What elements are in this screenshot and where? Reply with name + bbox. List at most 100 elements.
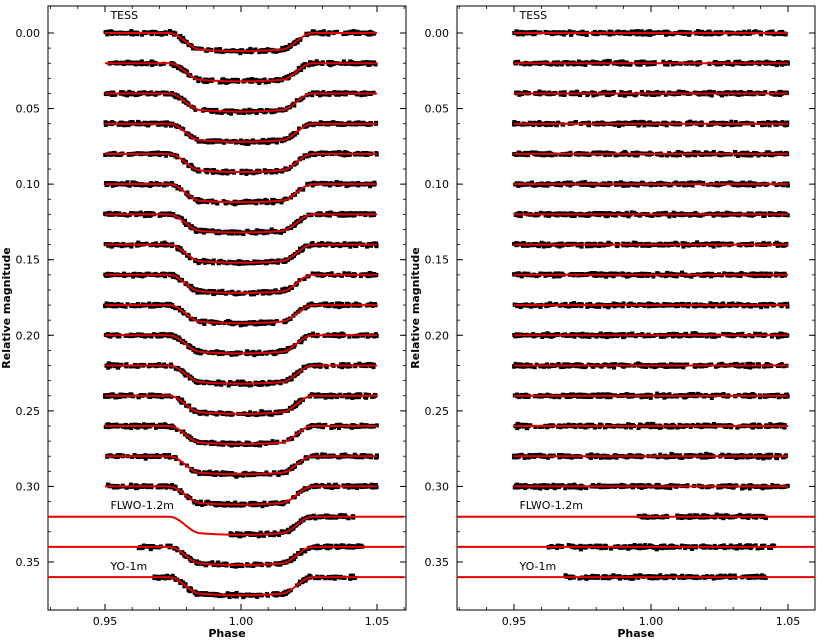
data-point xyxy=(319,150,324,155)
data-point xyxy=(193,349,198,354)
data-point xyxy=(325,543,330,548)
y-tick-label: 0.30 xyxy=(16,480,41,493)
data-point xyxy=(183,373,188,378)
data-point xyxy=(176,335,181,340)
model-line xyxy=(105,273,377,294)
data-point xyxy=(129,422,134,427)
data-point xyxy=(114,304,119,309)
data-point xyxy=(256,289,261,294)
data-point xyxy=(276,472,281,477)
data-point xyxy=(262,77,267,82)
data-point xyxy=(357,455,362,460)
data-point xyxy=(177,308,182,313)
data-point xyxy=(272,109,277,114)
data-point xyxy=(211,321,216,326)
data-point xyxy=(270,412,275,417)
data-point xyxy=(352,334,357,339)
data-point xyxy=(348,29,353,34)
data-point xyxy=(209,439,214,444)
data-point xyxy=(135,486,140,491)
data-point xyxy=(211,258,216,263)
y-tick-label: 0.25 xyxy=(425,405,450,418)
data-point xyxy=(362,453,367,458)
data-point xyxy=(196,139,201,144)
data-point xyxy=(129,29,134,34)
data-point xyxy=(118,392,123,397)
data-point xyxy=(260,504,265,509)
data-point xyxy=(347,271,352,276)
data-point xyxy=(194,592,199,597)
data-point xyxy=(262,231,267,236)
data-point xyxy=(352,452,357,457)
data-point xyxy=(151,422,156,427)
data-point xyxy=(219,258,224,263)
data-series xyxy=(48,513,405,539)
data-point xyxy=(219,382,224,387)
data-point xyxy=(162,453,167,458)
data-point xyxy=(135,301,140,306)
data-point xyxy=(264,201,269,206)
data-point xyxy=(252,501,257,506)
data-point xyxy=(367,62,372,67)
data-point xyxy=(185,190,190,195)
y-tick-label: 0.25 xyxy=(16,405,41,418)
data-point xyxy=(301,364,306,369)
data-point xyxy=(274,140,279,145)
data-point xyxy=(346,152,351,157)
data-series xyxy=(103,149,379,176)
data-point xyxy=(282,286,287,291)
data-point xyxy=(251,171,256,176)
data-point xyxy=(217,501,222,506)
data-series xyxy=(103,119,379,146)
y-tick-label: 0.10 xyxy=(16,178,41,191)
data-point xyxy=(234,292,239,297)
model-line xyxy=(105,334,377,355)
data-point xyxy=(282,75,287,80)
data-point xyxy=(342,271,347,276)
x-tick-label: 1.05 xyxy=(776,615,801,628)
model-line xyxy=(105,152,377,174)
data-point xyxy=(196,79,201,84)
data-point xyxy=(220,77,225,82)
data-point xyxy=(367,32,372,37)
data-point xyxy=(140,32,145,37)
data-point xyxy=(155,453,160,458)
data-point xyxy=(325,211,330,216)
data-point xyxy=(342,241,347,246)
data-point xyxy=(332,483,337,488)
model-line xyxy=(105,364,377,385)
data-point xyxy=(318,364,323,369)
data-point xyxy=(320,425,325,430)
data-point xyxy=(369,482,374,487)
data-point xyxy=(355,92,360,97)
data-point xyxy=(363,392,368,397)
model-line xyxy=(105,425,377,446)
data-point xyxy=(159,394,164,399)
data-point xyxy=(321,29,326,34)
data-point xyxy=(108,364,113,369)
data-point xyxy=(142,214,147,219)
data-point xyxy=(117,395,122,400)
data-point xyxy=(245,77,250,82)
data-point xyxy=(155,485,160,490)
data-point xyxy=(163,153,168,158)
right-panel: 0.000.050.100.150.200.250.300.350.95 1.00… xyxy=(409,5,816,640)
data-point xyxy=(270,197,275,202)
data-point xyxy=(153,92,158,97)
data-point xyxy=(310,331,315,336)
model-line xyxy=(105,243,377,264)
data-point xyxy=(318,120,323,125)
data-point xyxy=(305,181,310,186)
data-point xyxy=(158,62,163,67)
data-point xyxy=(272,530,277,535)
data-point xyxy=(297,579,302,584)
data-point xyxy=(306,153,311,158)
data-point xyxy=(258,107,263,112)
data-point xyxy=(203,139,208,144)
data-point xyxy=(127,89,132,94)
data-point xyxy=(177,278,182,283)
data-point xyxy=(276,48,281,53)
data-point xyxy=(302,277,307,282)
data-point xyxy=(110,362,115,367)
data-series xyxy=(103,392,378,418)
